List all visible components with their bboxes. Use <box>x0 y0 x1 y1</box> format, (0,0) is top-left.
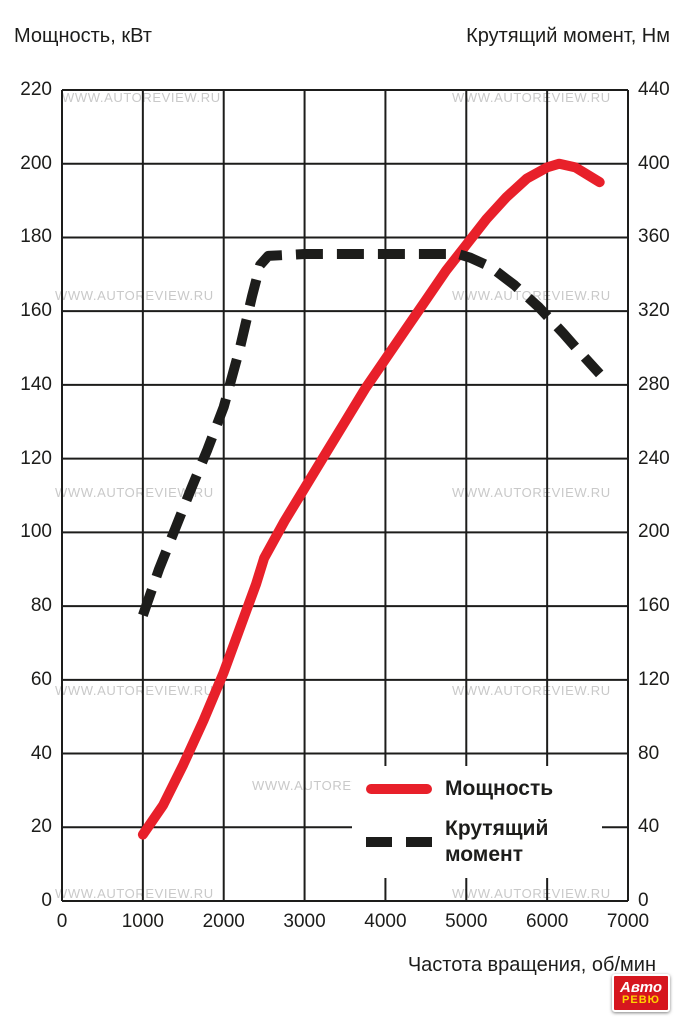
watermark-text: WWW.AUTOREVIEW.RU <box>55 288 214 303</box>
torque-line-sample <box>366 837 432 848</box>
y-left-tick-label: 40 <box>30 742 52 764</box>
legend-row-power: Мощность <box>366 776 602 802</box>
x-tick-label: 2000 <box>202 911 245 932</box>
y-right-tick-label: 320 <box>638 300 670 322</box>
watermark-text: WWW.AUTOREVIEW.RU <box>55 683 214 698</box>
y-right-tick-label: 0 <box>638 890 649 911</box>
y-left-tick-label: 0 <box>41 890 52 911</box>
y-left-tick-label: 160 <box>20 300 52 322</box>
power-line-sample <box>366 783 432 794</box>
y-left-tick-label: 220 <box>20 79 52 100</box>
x-tick-label: 1000 <box>121 911 164 932</box>
watermark-text: WWW.AUTOREVIEW.RU <box>452 485 611 500</box>
x-tick-label: 4000 <box>364 911 407 932</box>
y-left-tick-label: 60 <box>30 668 52 690</box>
logo-text-top: Авто <box>620 978 662 996</box>
y-left-tick-label: 200 <box>20 152 52 174</box>
y-left-tick-label: 20 <box>30 816 52 838</box>
x-axis-title: Частота вращения, об/мин <box>407 954 656 976</box>
torque-axis-title: Крутящий момент, Нм <box>466 25 670 47</box>
watermark-text: WWW.AUTOREVIEW.RU <box>55 485 214 500</box>
x-tick-label: 5000 <box>445 911 488 932</box>
x-tick-label: 0 <box>56 911 68 932</box>
logo-text-bottom: РЕВЮ <box>622 993 660 1006</box>
y-right-tick-label: 120 <box>638 668 670 690</box>
x-tick-label: 3000 <box>283 911 326 932</box>
y-right-tick-label: 200 <box>638 521 670 543</box>
autoreview-logo: Авто РЕВЮ <box>612 974 670 1012</box>
watermark-text: WWW.AUTOREVIEW.RU <box>452 90 611 105</box>
x-tick-label: 6000 <box>526 911 569 932</box>
y-right-tick-label: 80 <box>638 742 660 764</box>
y-left-tick-label: 120 <box>20 447 52 469</box>
y-right-tick-label: 40 <box>638 816 660 838</box>
watermark-text: WWW.AUTOREVIEW.RU <box>452 886 611 901</box>
y-left-tick-label: 100 <box>20 521 52 543</box>
power-axis-title: Мощность, кВт <box>14 25 152 47</box>
watermark-text: WWW.AUTOREVIEW.RU <box>452 683 611 698</box>
y-right-tick-label: 440 <box>638 79 670 100</box>
y-left-tick-label: 140 <box>20 373 52 395</box>
watermark-text: WWW.AUTOREVIEW.RU <box>55 886 214 901</box>
y-right-tick-label: 400 <box>638 152 670 174</box>
y-right-tick-label: 360 <box>638 226 670 248</box>
power-curve <box>137 158 605 840</box>
y-right-tick-label: 240 <box>638 447 670 469</box>
legend-label-torque: Крутящий момент <box>445 816 549 867</box>
watermark-text: WWW.AUTOREVIEW.RU <box>62 90 221 105</box>
chart-legend: Мощность Крутящий момент <box>352 766 602 878</box>
y-right-tick-label: 160 <box>638 595 670 617</box>
y-left-tick-label: 180 <box>20 226 52 248</box>
legend-row-torque: Крутящий момент <box>366 816 602 869</box>
legend-label-power: Мощность <box>445 776 554 800</box>
y-right-tick-label: 280 <box>638 373 670 395</box>
x-tick-label: 7000 <box>606 911 650 932</box>
torque-curve <box>138 249 604 617</box>
y-left-tick-label: 80 <box>30 595 52 617</box>
